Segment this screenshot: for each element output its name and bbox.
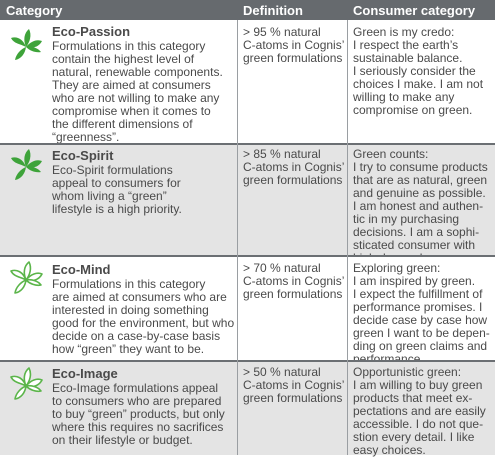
category-description: Eco-Image formulations appeal to consume…	[52, 381, 225, 447]
column-divider	[237, 20, 238, 455]
outline-green-leaf-icon	[10, 367, 43, 400]
consumer-category-text: Green counts: I try to consume products …	[353, 147, 488, 265]
table-row: Eco-Mind Formulations in this category a…	[0, 257, 495, 366]
row-divider	[0, 255, 495, 257]
category-definition: > 85 % natural C-atoms in Cognis’ green …	[243, 147, 345, 187]
header-consumer-category: Consumer category	[353, 3, 476, 18]
row-divider	[0, 143, 495, 145]
category-definition: > 95 % natural C-atoms in Cognis’ green …	[243, 25, 345, 65]
row-divider	[0, 360, 495, 362]
table-row: Eco-Image Eco-Image formulations appeal …	[0, 362, 495, 457]
category-name: Eco-Passion	[52, 24, 131, 39]
column-divider	[347, 20, 348, 455]
header-definition: Definition	[243, 3, 303, 18]
category-description: Formulations in this category contain th…	[52, 39, 223, 144]
header-category: Category	[6, 3, 63, 18]
solid-green-leaf-icon	[11, 149, 42, 180]
consumer-category-text: Exploring green: I am inspired by green.…	[353, 261, 490, 366]
category-name: Eco-Spirit	[52, 148, 114, 163]
table-header: Category Definition Consumer category	[0, 0, 495, 20]
solid-green-leaf-icon	[11, 29, 42, 60]
category-description: Eco-Spirit formulations appeal to consum…	[52, 163, 182, 216]
table-row: Eco-Spirit Eco-Spirit formulations appea…	[0, 145, 495, 265]
consumer-category-text: Opportunistic green: I am willing to buy…	[353, 365, 486, 457]
category-definition: > 70 % natural C-atoms in Cognis’ green …	[243, 261, 345, 301]
category-definition: > 50 % natural C-atoms in Cognis’ green …	[243, 365, 345, 405]
consumer-category-text: Green is my credo: I respect the earth’s…	[353, 25, 484, 117]
table-row: Eco-Passion Formulations in this categor…	[0, 20, 495, 144]
category-description: Formulations in this category are aimed …	[52, 277, 235, 356]
outline-green-leaf-icon	[10, 261, 43, 294]
category-name: Eco-Mind	[52, 262, 111, 277]
category-name: Eco-Image	[52, 366, 118, 381]
